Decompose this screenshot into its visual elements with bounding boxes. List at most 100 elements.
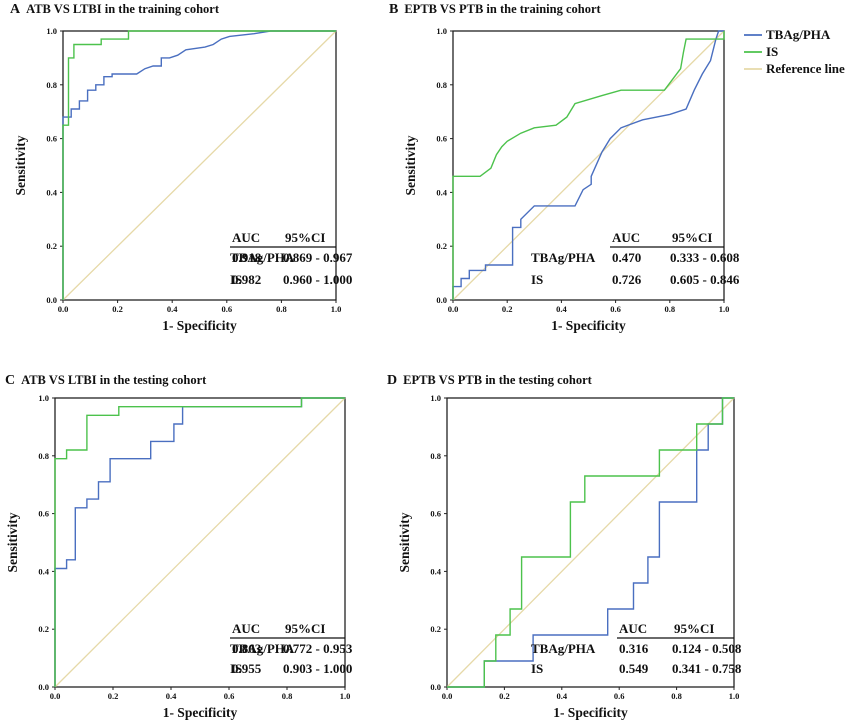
y-tick-label: 0.8 [46,80,57,90]
y-tick-label: 0.8 [436,80,447,90]
roc-curve-is [54,397,345,687]
roc-curve-is [452,31,725,300]
x-axis-label: 1- Specificity [551,318,626,333]
table-header-auc: AUC [232,230,260,245]
panel-letter: B [389,2,398,17]
table-row-label: TBAg/PHA [230,250,295,265]
x-tick-label: 0.8 [282,691,293,701]
x-tick-label: 0.2 [499,691,510,701]
x-tick-label: 1.0 [719,304,730,314]
reference-line [446,397,735,688]
x-tick-label: 0.6 [221,304,232,314]
y-axis-label: Sensitivity [397,512,412,572]
y-tick-label: 0.4 [38,566,49,576]
table-row-label: IS [230,661,242,676]
y-tick-label: 0.6 [38,509,49,519]
x-tick-label: 0.0 [58,304,69,314]
y-tick-label: 1.0 [38,393,49,403]
y-tick-label: 0.2 [38,624,49,634]
table-header-ci: 95%CI [285,621,325,636]
table-row-ci: 0.869 - 0.967 [283,250,353,265]
x-tick-label: 1.0 [331,304,342,314]
x-axis-label: 1- Specificity [163,705,238,720]
table-header-ci: 95%CI [672,230,712,245]
table-row-auc: 0.470 [612,250,641,265]
y-tick-label: 1.0 [436,26,447,36]
table-row-ci: 0.605 - 0.846 [670,272,740,287]
reference-line [452,30,725,301]
table-row-ci: 0.333 - 0.608 [670,250,740,265]
table-row-auc: 0.726 [612,272,642,287]
x-tick-label: 0.8 [671,691,682,701]
y-tick-label: 0.6 [430,509,441,519]
x-tick-label: 0.4 [166,691,177,701]
x-tick-label: 0.2 [112,304,123,314]
table-header-auc: AUC [619,621,647,636]
x-tick-label: 0.6 [614,691,625,701]
roc-curve-is [447,397,734,688]
legend: TBAg/PHA IS Reference line [744,27,845,76]
panel-c: C ATB VS LTBI in the testing cohort 0.0 0.2… [5,373,353,720]
x-tick-label: 1.0 [729,691,740,701]
legend-label: TBAg/PHA [766,27,831,42]
panel-letter: A [10,2,21,17]
table-row-label: IS [531,272,543,287]
reference-line [62,30,337,301]
y-tick-label: 0.4 [430,566,441,576]
x-tick-label: 0.2 [502,304,513,314]
x-axis-label: 1- Specificity [553,705,628,720]
y-axis-label: Sensitivity [403,135,418,195]
legend-label: IS [766,44,778,59]
plot-frame [452,30,725,301]
table-row-label: TBAg/PHA [531,250,596,265]
y-tick-label: 0.6 [46,134,57,144]
table-row-auc: 0.918 [232,250,262,265]
y-tick-label: 0.2 [46,241,57,251]
table-row-auc: 0.316 [619,641,649,656]
panel-d: D EPTB VS PTB in the testing cohort 0.0 0.2… [387,373,742,720]
roc-curve-tbag-pha [54,397,345,687]
y-tick-label: 0.0 [46,295,57,305]
reference-line [54,397,346,688]
x-tick-label: 0.0 [448,304,459,314]
table-header-auc: AUC [232,621,260,636]
y-axis-label: Sensitivity [13,135,28,195]
y-tick-label: 0.0 [430,682,441,692]
x-tick-label: 0.2 [108,691,119,701]
y-axis-label: Sensitivity [5,512,20,572]
x-axis-label: 1- Specificity [162,318,237,333]
table-row-auc: 0.863 [232,641,262,656]
roc-curve-tbag-pha [447,397,734,688]
table-header-ci: 95%CI [674,621,714,636]
panel-letter: D [387,373,397,388]
table-row-auc: 0.955 [232,661,262,676]
table-header-ci: 95%CI [285,230,325,245]
x-tick-label: 0.4 [556,304,567,314]
y-tick-label: 0.8 [38,451,49,461]
table-row-ci: 0.772 - 0.953 [283,641,353,656]
table-row-ci: 0.903 - 1.000 [283,661,352,676]
roc-curve-tbag-pha [62,30,336,300]
x-tick-label: 0.8 [276,304,287,314]
panel-letter: C [5,373,15,388]
y-tick-label: 1.0 [46,26,57,36]
x-tick-label: 0.8 [664,304,675,314]
panel-title: B EPTB VS PTB in the training cohort [389,2,602,17]
x-tick-label: 0.4 [556,691,567,701]
y-tick-label: 0.8 [430,451,441,461]
panel-title: C ATB VS LTBI in the testing cohort [5,373,207,388]
x-tick-label: 0.6 [610,304,621,314]
table-row-ci: 0.124 - 0.508 [672,641,742,656]
y-tick-label: 0.4 [436,187,447,197]
y-tick-label: 0.0 [436,295,447,305]
table-row-auc: 0.982 [232,272,261,287]
x-tick-label: 0.4 [167,304,178,314]
y-tick-label: 0.2 [436,241,447,251]
x-tick-label: 0.0 [442,691,453,701]
y-tick-label: 0.4 [46,187,57,197]
x-tick-label: 0.0 [50,691,61,701]
table-row-label: TBAg/PHA [531,641,596,656]
